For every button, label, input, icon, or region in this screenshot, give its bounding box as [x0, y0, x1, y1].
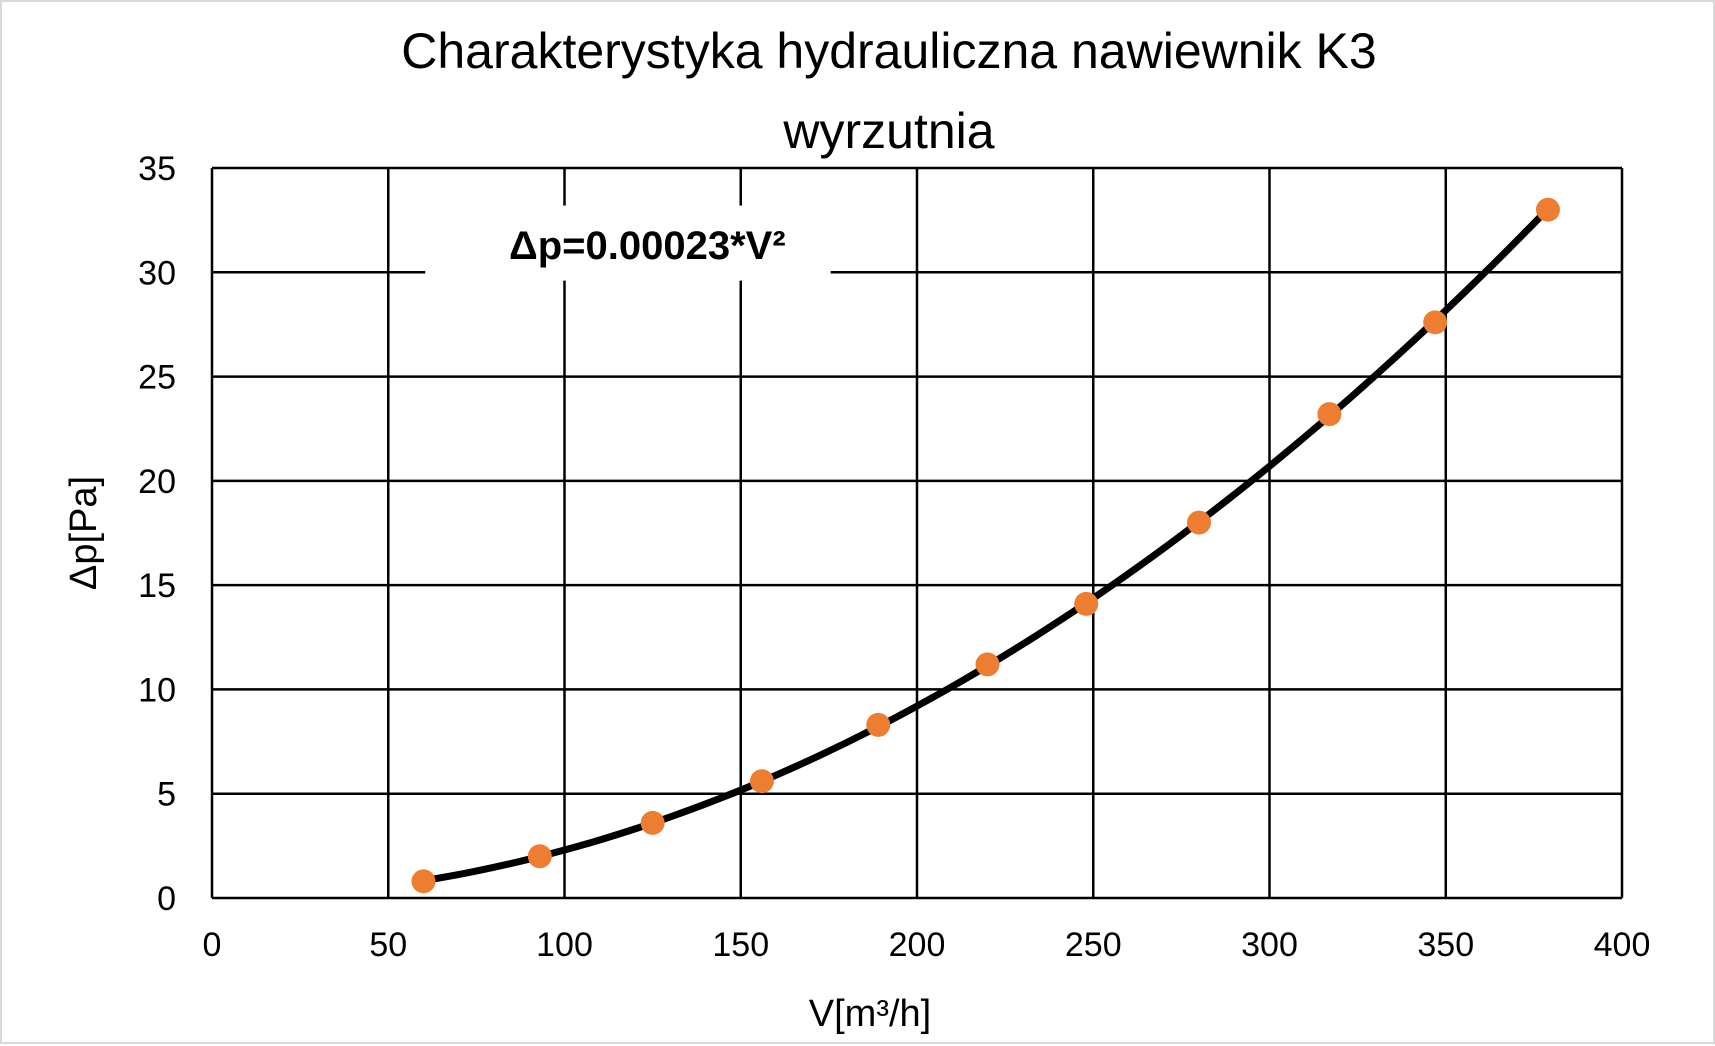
data-point	[749, 769, 774, 794]
x-axis-ticks: 0 50 100 150 200 250 300 350 400	[203, 926, 1651, 964]
x-tick-label: 300	[1241, 926, 1298, 964]
data-point	[1535, 197, 1560, 222]
x-tick-label: 350	[1417, 926, 1474, 964]
data-point	[640, 810, 665, 835]
chart-title-line-1: Charakterystyka hydrauliczna nawiewnik K…	[401, 23, 1376, 79]
data-point	[1423, 310, 1448, 335]
trendline	[420, 205, 1552, 885]
x-tick-label: 150	[712, 926, 769, 964]
y-axis-ticks: 0 5 10 15 20 25 30 35	[138, 150, 176, 918]
y-tick-label: 30	[138, 254, 176, 292]
y-tick-label: 10	[138, 671, 176, 709]
y-axis-title: Δp[Pa]	[63, 476, 105, 590]
y-tick-label: 20	[138, 463, 176, 501]
x-tick-label: 0	[203, 926, 222, 964]
x-axis-title: V[m³/h]	[809, 993, 931, 1035]
data-point	[866, 712, 891, 737]
y-tick-label: 25	[138, 359, 176, 397]
y-tick-label: 5	[157, 776, 176, 814]
data-point	[411, 869, 436, 894]
data-point	[975, 652, 1000, 677]
annotation-background	[425, 205, 831, 281]
data-point	[527, 844, 552, 869]
data-point	[1074, 591, 1099, 616]
x-tick-label: 250	[1065, 926, 1122, 964]
y-tick-label: 15	[138, 567, 176, 605]
x-tick-label: 100	[536, 926, 593, 964]
equation-annotation: Δp=0.00023*V²	[509, 224, 786, 268]
y-tick-label: 0	[157, 880, 176, 918]
data-point	[1187, 510, 1211, 535]
x-tick-label: 200	[889, 926, 946, 964]
chart-title: Charakterystyka hydrauliczna nawiewnik K…	[401, 23, 1376, 159]
chart-title-line-2: wyrzutnia	[782, 103, 994, 159]
x-tick-label: 400	[1594, 926, 1651, 964]
y-tick-label: 35	[138, 150, 176, 188]
grid	[210, 166, 1624, 900]
x-tick-label: 50	[369, 926, 407, 964]
data-points	[411, 197, 1560, 894]
data-point	[1317, 402, 1342, 427]
